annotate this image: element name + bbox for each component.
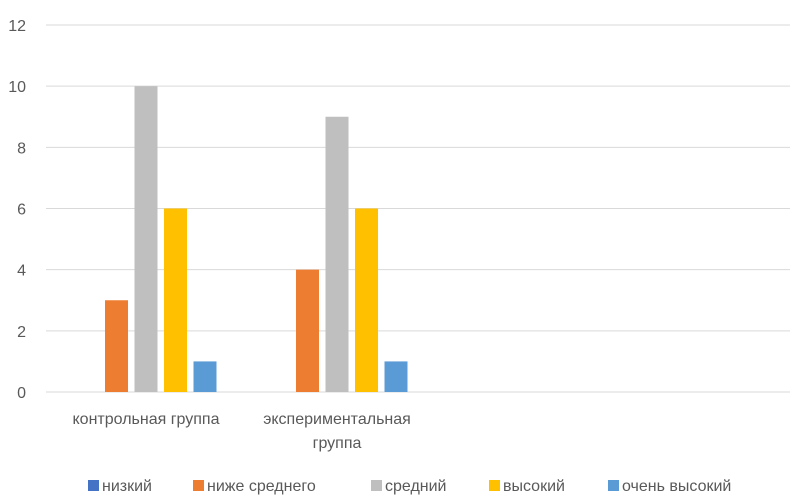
legend-label: низкий [102, 478, 152, 495]
bar [193, 361, 217, 392]
bars [105, 86, 408, 393]
y-tick-label: 2 [17, 324, 26, 341]
bar [296, 269, 319, 392]
bar [384, 361, 408, 392]
y-tick-label: 6 [17, 202, 26, 219]
legend-label: средний [385, 478, 447, 495]
x-axis-labels: контрольная группа экспериментальная групп… [73, 411, 411, 452]
x-category-label: контрольная группа [73, 411, 220, 428]
y-tick-label: 8 [17, 140, 26, 157]
legend-label: высокий [503, 478, 565, 495]
y-tick-label: 4 [17, 263, 26, 280]
legend-label: ниже среднего [207, 478, 316, 495]
legend-swatch [193, 480, 204, 491]
legend-swatch [88, 480, 99, 491]
legend-label: очень высокий [622, 478, 731, 495]
bar [134, 86, 158, 393]
bar [325, 116, 349, 392]
bar [105, 300, 128, 392]
x-category-label: группа [313, 435, 362, 452]
legend-swatch [608, 480, 619, 491]
gridlines [46, 24, 790, 393]
y-tick-label: 12 [8, 18, 26, 35]
bar [355, 208, 378, 392]
bar [164, 208, 187, 392]
y-axis-ticks: 0 2 4 6 8 10 12 [8, 18, 26, 402]
legend-swatch [489, 480, 500, 491]
legend: низкий ниже среднего средний высокий очень в… [88, 478, 731, 495]
x-category-label: экспериментальная [263, 411, 411, 428]
legend-swatch [371, 480, 382, 491]
y-tick-label: 10 [8, 79, 26, 96]
y-tick-label: 0 [17, 385, 26, 402]
